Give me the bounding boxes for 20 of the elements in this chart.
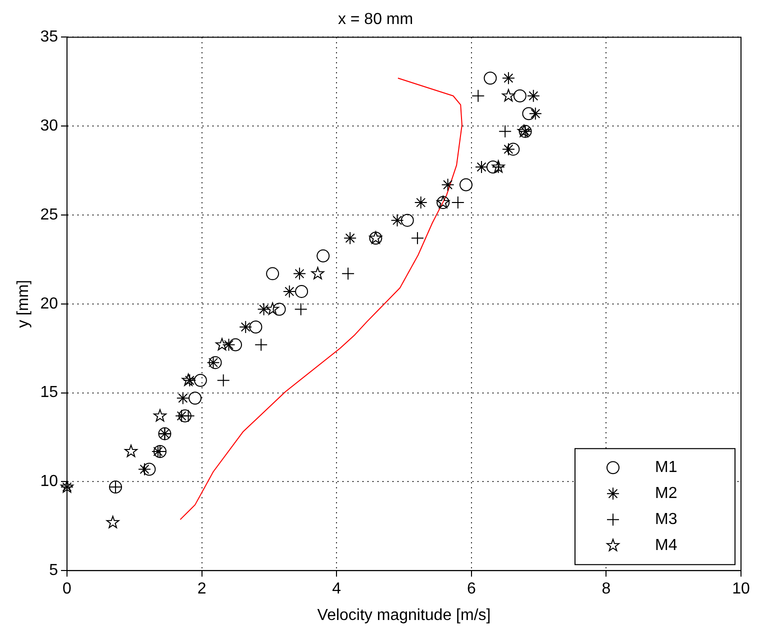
x-tick-label: 6 — [466, 580, 476, 598]
y-tick-label: 10 — [40, 473, 58, 490]
legend-label: M1 — [655, 459, 678, 476]
x-tick-label: 10 — [732, 580, 750, 598]
y-tick-label: 20 — [40, 295, 58, 312]
x-tick-label: 2 — [197, 580, 206, 598]
legend-label: M2 — [655, 485, 678, 502]
chart-title: x = 80 mm — [338, 11, 414, 28]
y-tick-label: 25 — [40, 206, 58, 224]
y-tick-label: 15 — [40, 384, 58, 402]
x-tick-label: 4 — [332, 580, 342, 598]
legend-label: M3 — [655, 511, 678, 528]
y-tick-label: 35 — [40, 28, 58, 46]
x-tick-label: 8 — [602, 580, 611, 598]
x-tick-label: 0 — [62, 580, 72, 598]
legend-label: M4 — [655, 537, 678, 554]
y-tick-label: 30 — [40, 118, 58, 135]
x-axis-title: Velocity magnitude [m/s] — [317, 606, 491, 624]
y-tick-label: 5 — [49, 562, 58, 580]
y-axis-title: y [mm] — [15, 280, 32, 328]
